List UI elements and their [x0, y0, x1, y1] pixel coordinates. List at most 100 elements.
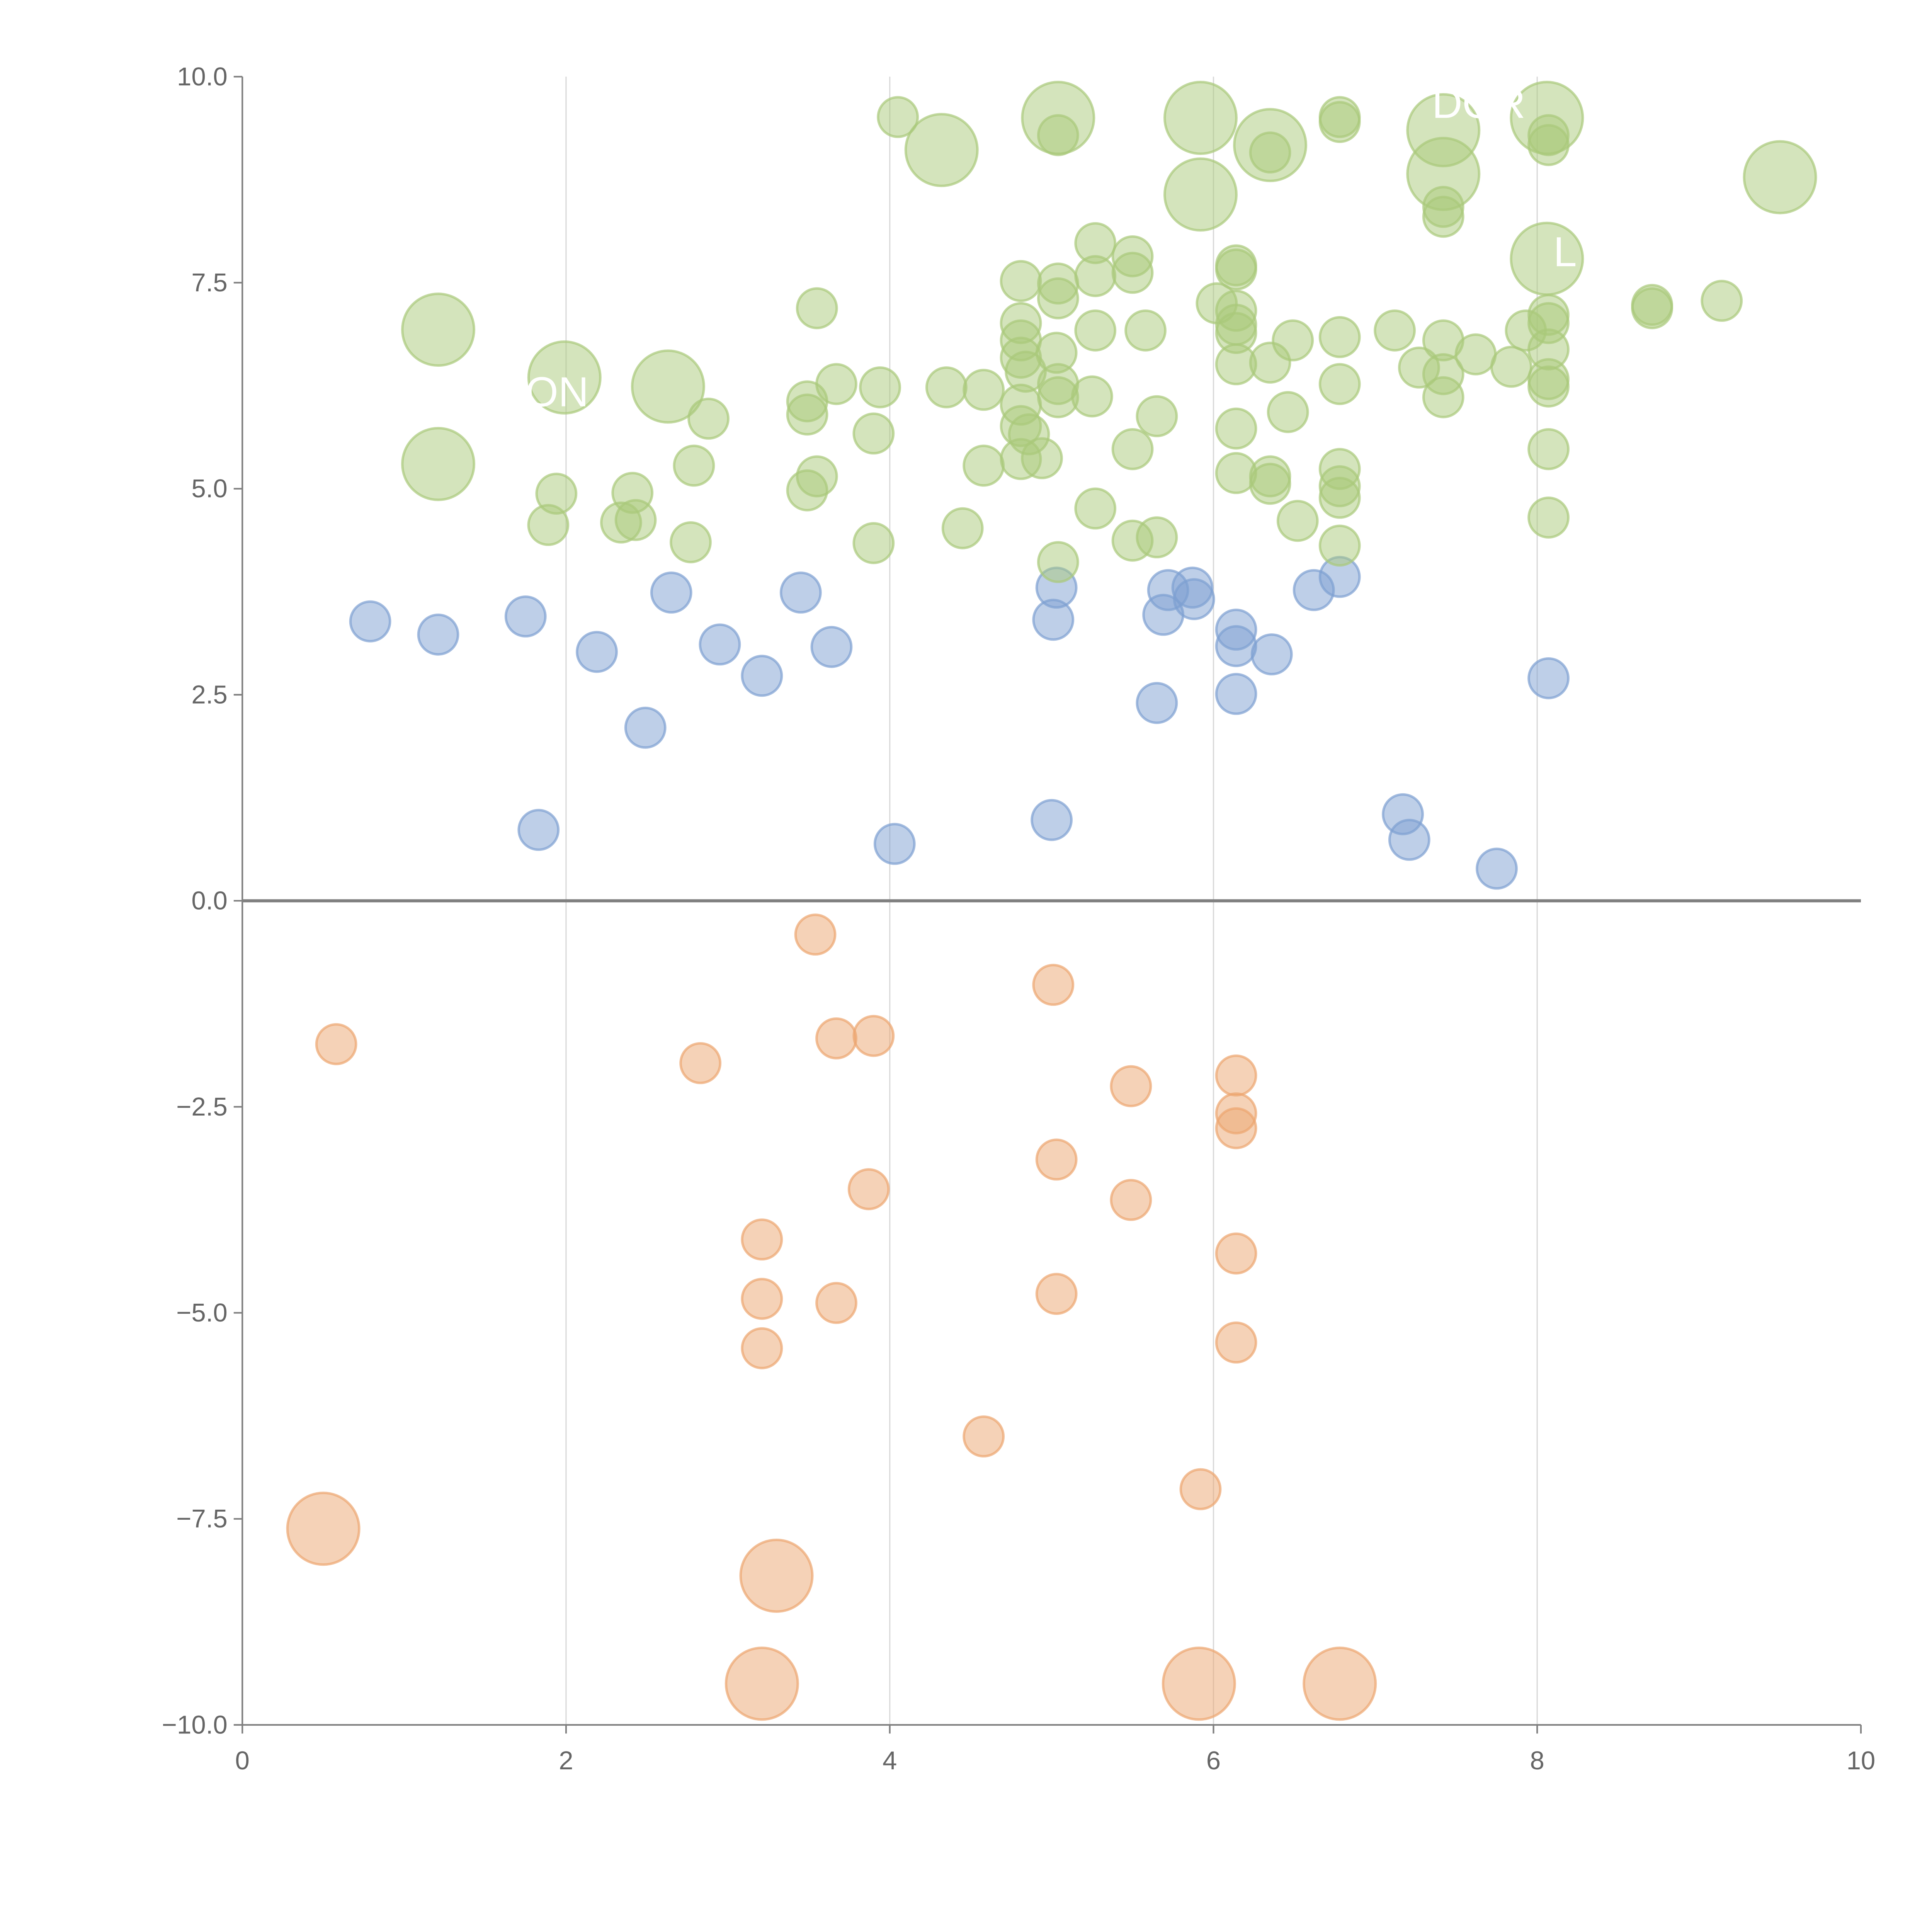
- orange-point: [1032, 964, 1075, 1006]
- y-tick-label: −7.5: [176, 1504, 228, 1533]
- blue-point: [810, 626, 853, 668]
- green-point: [1490, 345, 1532, 388]
- blue-point: [1476, 847, 1518, 890]
- green-point: [1249, 463, 1291, 505]
- green-point: [963, 369, 1005, 411]
- green-point: [401, 427, 476, 501]
- green-point: [815, 363, 857, 405]
- green-point: [1318, 363, 1361, 405]
- orange-point: [1215, 1054, 1257, 1097]
- blue-point: [576, 631, 618, 673]
- green-point: [1074, 255, 1117, 297]
- green-point: [1037, 277, 1079, 320]
- orange-point: [741, 1218, 783, 1261]
- x-tick-label: 2: [559, 1746, 573, 1775]
- green-point: [1422, 376, 1464, 418]
- x-tick-label: 4: [883, 1746, 897, 1775]
- green-point: [1631, 287, 1673, 330]
- blue-point: [650, 571, 692, 614]
- y-tick-label: 2.5: [191, 680, 227, 709]
- green-point: [527, 340, 602, 415]
- green-point: [1318, 476, 1361, 519]
- blue-point: [1215, 673, 1257, 715]
- green-point: [1422, 185, 1464, 228]
- green-point: [535, 473, 578, 515]
- green-point: [1163, 157, 1238, 232]
- orange-point: [724, 1646, 799, 1721]
- orange-point: [739, 1538, 814, 1613]
- orange-point: [1110, 1179, 1152, 1221]
- blue-point: [624, 706, 667, 749]
- data-points: [286, 81, 1817, 1721]
- green-point: [1249, 131, 1291, 174]
- orange-point: [815, 1282, 857, 1324]
- green-point: [1136, 516, 1178, 559]
- green-point: [877, 96, 919, 138]
- point-annotation: ON: [526, 369, 588, 416]
- blue-point: [1173, 578, 1215, 620]
- green-point: [1074, 487, 1117, 530]
- annotations: DOR ON L: [526, 80, 1577, 415]
- blue-point: [349, 600, 391, 643]
- green-point: [1163, 81, 1238, 155]
- x-tick-label: 0: [235, 1746, 250, 1775]
- orange-point: [1215, 1107, 1257, 1150]
- green-point: [1111, 252, 1154, 294]
- green-point: [1071, 375, 1113, 418]
- orange-point: [1303, 1646, 1377, 1721]
- x-tick-label: 6: [1206, 1746, 1221, 1775]
- orange-point: [1035, 1273, 1078, 1315]
- y-tick-label: −2.5: [176, 1092, 228, 1121]
- blue-point: [741, 655, 783, 697]
- green-point: [1276, 500, 1319, 542]
- point-annotation: DOR: [1432, 80, 1526, 127]
- green-point: [1318, 316, 1361, 358]
- blue-point: [873, 823, 916, 865]
- blue-point: [1388, 818, 1430, 861]
- green-point: [631, 349, 705, 424]
- orange-point: [679, 1042, 722, 1084]
- green-point: [673, 444, 715, 487]
- x-tick-label: 10: [1847, 1746, 1876, 1775]
- orange-point: [1215, 1321, 1257, 1364]
- green-point: [1374, 309, 1416, 352]
- blue-point: [1527, 657, 1570, 699]
- blue-point: [1136, 682, 1178, 724]
- green-point: [1267, 391, 1309, 433]
- orange-point: [1179, 1468, 1222, 1510]
- blue-point: [1250, 633, 1293, 675]
- green-point: [859, 366, 901, 408]
- orange-point: [741, 1277, 783, 1320]
- green-point: [1527, 124, 1570, 166]
- blue-point: [1215, 625, 1257, 667]
- green-point: [1215, 248, 1257, 291]
- green-point: [1037, 541, 1079, 583]
- blue-point: [779, 571, 822, 614]
- green-point: [1136, 395, 1178, 437]
- green-point: [963, 444, 1005, 487]
- green-point: [1527, 497, 1570, 539]
- orange-point: [963, 1415, 1005, 1458]
- x-tick-label: 8: [1530, 1746, 1544, 1775]
- axes: 0 2 4 6 8 10 10.0 7.5 5.0 2.5 0.0 −2.5 −5.0 −7.5 −10.0: [162, 62, 1876, 1775]
- y-tick-label: 10.0: [177, 62, 228, 91]
- blue-point: [1031, 799, 1073, 841]
- orange-point: [1162, 1646, 1236, 1721]
- blue-point: [699, 623, 741, 666]
- green-point: [1318, 101, 1361, 143]
- blue-point: [517, 809, 560, 851]
- green-point: [687, 398, 730, 440]
- green-point: [904, 113, 979, 187]
- y-tick-label: 5.0: [191, 474, 227, 503]
- green-point: [1037, 114, 1079, 156]
- orange-point: [741, 1327, 783, 1369]
- green-point: [670, 521, 712, 563]
- y-tick-label: −5.0: [176, 1298, 228, 1327]
- green-point: [796, 455, 838, 498]
- green-point: [1701, 280, 1743, 322]
- green-point: [796, 287, 838, 330]
- orange-point: [847, 1168, 890, 1211]
- orange-point: [1035, 1138, 1078, 1181]
- point-annotation: L: [1553, 229, 1577, 276]
